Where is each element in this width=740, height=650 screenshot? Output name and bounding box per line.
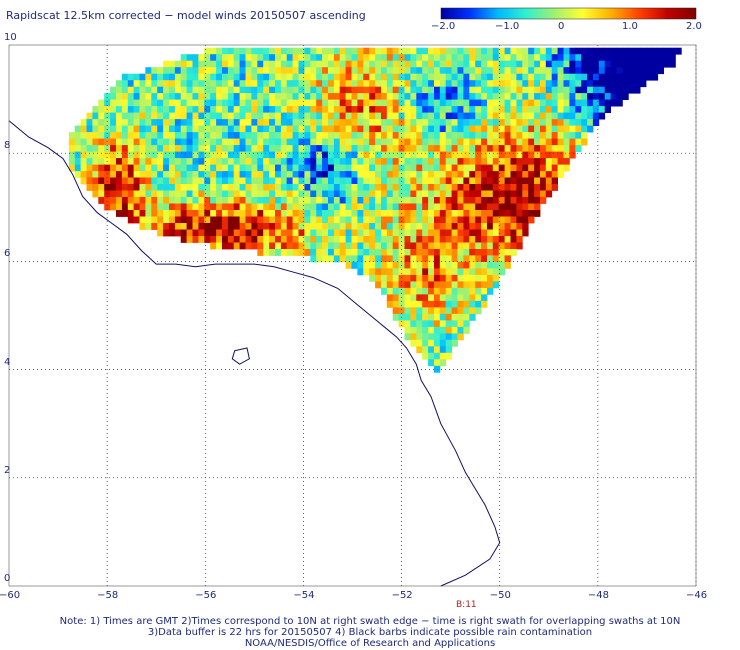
longitude-label: −60 <box>0 590 21 601</box>
latitude-label: 10 <box>4 32 17 43</box>
colorbar-tick-label: −1.0 <box>495 21 520 32</box>
colorbar <box>440 7 697 20</box>
latitude-label: 4 <box>4 356 11 368</box>
colorbar-tick-label: −2.0 <box>431 21 456 32</box>
latitude-label: 8 <box>4 140 11 152</box>
longitude-label: −52 <box>391 590 413 601</box>
longitude-label: −56 <box>195 590 217 601</box>
note-line-2: 3)Data buffer is 22 hrs for 20150507 4) … <box>147 627 593 638</box>
plot-frame <box>8 44 697 587</box>
latitude-label: 6 <box>4 248 11 260</box>
note-line-1: Note: 1) Times are GMT 2)Times correspon… <box>59 616 681 627</box>
colorbar-tick-label: 0 <box>558 21 565 32</box>
longitude-label: −48 <box>587 590 609 601</box>
note-line-3: NOAA/NESDIS/Office of Research and Appli… <box>244 638 496 649</box>
coastline <box>8 120 501 587</box>
latitude-label: 2 <box>4 464 11 476</box>
figure-title: Rapidscat 12.5km corrected − model winds… <box>6 9 366 22</box>
longitude-label: −54 <box>293 590 315 601</box>
longitude-label: −46 <box>686 590 708 601</box>
colorbar-tick-label: 2.0 <box>686 21 702 32</box>
pass-label: B:11 <box>456 600 477 610</box>
longitude-label: −50 <box>489 590 511 601</box>
lat-lon-grid <box>9 45 697 586</box>
latitude-label: 0 <box>4 573 11 584</box>
longitude-label: −58 <box>97 590 119 601</box>
colorbar-tick-label: 1.0 <box>622 21 638 32</box>
wind-difference-cells <box>68 47 682 373</box>
